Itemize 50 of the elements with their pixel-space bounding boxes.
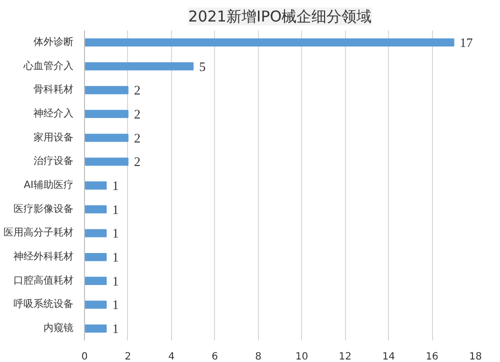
- bar: [84, 276, 107, 285]
- data-label: 2: [134, 106, 140, 122]
- bar: [84, 229, 107, 238]
- y-tick-label: 家用设备: [34, 131, 74, 144]
- bar: [84, 181, 107, 190]
- data-label: 1: [112, 202, 119, 217]
- data-label: 2: [134, 154, 140, 170]
- bar: [84, 252, 107, 262]
- bar: [84, 110, 128, 118]
- data-label: 2: [134, 82, 140, 98]
- y-tick-label: 神经介入: [34, 107, 74, 120]
- data-label: 1: [112, 321, 119, 336]
- x-tick-label: 14: [382, 352, 395, 362]
- bar: [84, 38, 454, 46]
- y-tick-label: 心血管介入: [22, 60, 74, 72]
- data-label: 1: [112, 250, 119, 265]
- y-tick-label: 医用高分子耗材: [4, 226, 74, 239]
- data-label: 1: [112, 178, 119, 193]
- data-label: 1: [112, 273, 119, 288]
- x-tick-label: 12: [338, 352, 352, 362]
- chart-title: 2021新增IPO械企细分领域: [188, 8, 372, 26]
- y-tick-label: AI辅助医疗: [24, 179, 74, 191]
- bar: [84, 205, 107, 214]
- x-tick-label: 0: [81, 352, 88, 362]
- x-tick-label: 8: [255, 352, 262, 362]
- x-tick-label: 10: [295, 352, 308, 362]
- x-tick-label: 6: [212, 352, 218, 362]
- bar: [84, 300, 107, 309]
- x-tick-label: 2: [124, 352, 132, 362]
- x-tick-label: 16: [426, 352, 438, 362]
- x-tick-label: 18: [469, 352, 482, 362]
- bar: [84, 62, 194, 70]
- data-label: 5: [199, 58, 206, 74]
- data-label: 1: [112, 226, 119, 241]
- bar: [84, 86, 128, 94]
- y-tick-label: 骨科耗材: [34, 84, 74, 96]
- y-tick-label: 内窥镜: [44, 322, 74, 334]
- y-tick-label: 口腔高值耗材: [14, 274, 74, 286]
- bar: [84, 324, 107, 333]
- y-tick-label: 神经外科耗材: [14, 250, 74, 263]
- data-label: 1: [112, 297, 119, 312]
- y-tick-label: 医疗影像设备: [14, 202, 74, 215]
- bar: [84, 134, 128, 142]
- y-tick-label: 治疗设备: [34, 155, 74, 168]
- data-label: 2: [134, 130, 140, 146]
- y-tick-label: 体外诊断: [34, 36, 74, 48]
- data-label: 17: [460, 34, 474, 50]
- y-tick-label: 呼吸系统设备: [14, 298, 74, 310]
- bar: [84, 158, 128, 166]
- x-tick-label: 4: [168, 352, 175, 362]
